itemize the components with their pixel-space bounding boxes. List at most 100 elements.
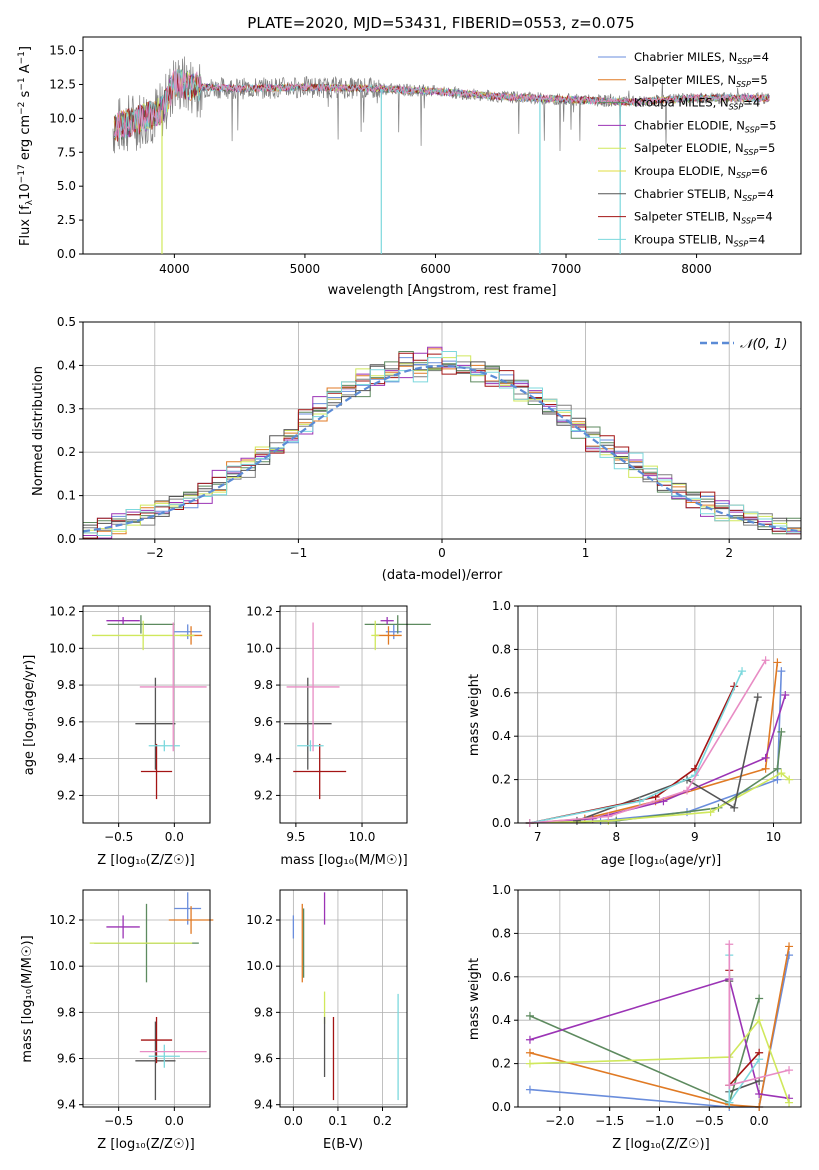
spectrum-frame xyxy=(82,36,802,255)
histogram-frame xyxy=(82,321,802,540)
age-vs-z-ylabel: age [log₁₀(age/yr)] xyxy=(22,655,37,776)
weight-marker xyxy=(785,942,794,951)
x-tick-label: −1.0 xyxy=(645,1114,674,1128)
weight-marker xyxy=(525,1035,534,1044)
legend-n: N xyxy=(727,164,736,178)
y-tick-label: 0.5 xyxy=(57,315,76,329)
x-tick-label: 8000 xyxy=(681,262,712,276)
x-tick-label: 6000 xyxy=(420,262,451,276)
x-tick-label: −2.0 xyxy=(545,1114,574,1128)
weight-series xyxy=(529,670,743,824)
y-tick-label: 9.8 xyxy=(57,1005,76,1019)
x-tick-label: 9.5 xyxy=(286,830,305,844)
weight-vs-z-ylabel: mass weight xyxy=(467,958,482,1040)
legend-count: =4 xyxy=(757,187,774,201)
spectrum-lines xyxy=(112,56,770,254)
x-tick-label: −0.5 xyxy=(104,830,133,844)
ylabel-part: Flux [f xyxy=(18,205,33,246)
weight-vs-age-plot: 7 8 9 10 0.0 0.2 0.4 0.6 0.8 1.0 xyxy=(492,599,802,844)
ylabel-part: ] xyxy=(18,46,33,51)
y-tick-label: 9.6 xyxy=(57,1052,76,1066)
x-tick-label: 0.0 xyxy=(284,1114,303,1128)
y-tick-label: 10.2 xyxy=(49,605,76,619)
mass-vs-z-plot: −0.5 0.0 9.4 9.6 9.8 10.0 10.2 xyxy=(49,889,214,1128)
spectrum-ylabel: Flux [fλ10−17 erg cm−2 s−1 A−1] xyxy=(17,46,35,246)
weight-marker xyxy=(572,816,581,825)
weight-marker xyxy=(525,1085,534,1094)
legend-n: N xyxy=(729,50,738,64)
legend-n: N xyxy=(734,187,743,201)
y-tick-label: 0.1 xyxy=(57,489,76,503)
ylabel-part: erg cm xyxy=(18,115,33,164)
y-tick-label: 10.0 xyxy=(49,959,76,973)
legend-entry: Kroupa STELIB, NSSP=4 xyxy=(634,232,765,248)
legend-entry: Salpeter MILES, NSSP=5 xyxy=(634,73,768,89)
ylabel-part: −1 xyxy=(17,51,27,64)
y-tick-label: 9.4 xyxy=(254,752,273,766)
legend-n: N xyxy=(727,73,736,87)
x-tick-label: −2 xyxy=(146,546,164,560)
weight-series xyxy=(529,662,779,824)
y-tick-label: 0.0 xyxy=(492,816,511,830)
weight-series xyxy=(529,731,783,824)
ylabel-part: −1 xyxy=(17,77,27,90)
legend-ssp: SSP xyxy=(729,103,744,112)
x-tick-label: −1 xyxy=(290,546,308,560)
weight-marker xyxy=(777,727,786,736)
x-tick-label: −0.5 xyxy=(695,1114,724,1128)
weight-marker xyxy=(785,1066,794,1075)
weight-marker xyxy=(785,951,794,960)
legend-count: =5 xyxy=(760,118,777,132)
x-tick-label: 2 xyxy=(725,546,733,560)
y-tick-label: 9.4 xyxy=(254,1098,273,1112)
weight-marker xyxy=(755,1016,764,1025)
y-tick-label: 15.0 xyxy=(49,44,76,58)
ylabel-part: λ xyxy=(25,199,35,205)
mass-vs-ebv-panel: E(B-V) xyxy=(323,1137,363,1152)
y-tick-label: 5.0 xyxy=(57,179,76,193)
legend-count: =4 xyxy=(756,210,773,224)
age-vs-z-plot: −0.5 0.0 9.2 9.4 9.6 9.8 10.0 10.2 xyxy=(49,605,211,844)
y-tick-label: 9.4 xyxy=(57,752,76,766)
weight-marker xyxy=(738,667,747,676)
legend-name: Chabrier ELODIE, xyxy=(634,118,736,132)
legend-entry: Salpeter ELODIE, NSSP=5 xyxy=(634,141,775,157)
legend-ssp: SSP xyxy=(745,125,760,134)
y-tick-label: 9.8 xyxy=(254,678,273,692)
legend-name: Chabrier STELIB, xyxy=(634,187,734,201)
y-tick-label: 1.0 xyxy=(492,883,511,897)
y-tick-label: 0.0 xyxy=(57,532,76,546)
age-vs-mass-panel: mass [log₁₀(M/M☉)] xyxy=(280,853,407,868)
weight-vs-age-xlabel: age [log₁₀(age/yr)] xyxy=(601,853,722,868)
x-tick-label: 9 xyxy=(691,830,699,844)
x-tick-label: 0.0 xyxy=(750,1114,769,1128)
y-tick-label: 0.2 xyxy=(492,773,511,787)
x-tick-label: 0.1 xyxy=(328,1114,347,1128)
x-tick-label: 0.0 xyxy=(165,1114,184,1128)
y-tick-label: 0.8 xyxy=(492,642,511,656)
legend-ssp: SSP xyxy=(742,194,757,203)
weight-marker xyxy=(755,1055,764,1064)
legend-ssp: SSP xyxy=(744,148,759,157)
y-tick-label: 0.2 xyxy=(492,1057,511,1071)
legend-count: =5 xyxy=(751,73,768,87)
weight-vs-z-plot-frame xyxy=(517,889,802,1108)
weight-marker xyxy=(730,803,739,812)
legend-ssp: SSP xyxy=(741,217,756,226)
mass-vs-ebv-xlabel: E(B-V) xyxy=(323,1137,363,1152)
spectrum-xlabel: wavelength [Angstrom, rest frame] xyxy=(328,283,557,298)
ylabel-part: −17 xyxy=(17,164,27,183)
age-vs-mass-plot-frame xyxy=(279,605,408,824)
y-tick-label: 0.6 xyxy=(492,970,511,984)
x-tick-label: 0 xyxy=(438,546,446,560)
legend-ssp: SSP xyxy=(736,80,751,89)
weight-marker xyxy=(773,658,782,667)
weight-marker xyxy=(683,786,692,795)
y-tick-label: 7.5 xyxy=(57,145,76,159)
y-tick-label: 0.0 xyxy=(57,247,76,261)
ylabel-part: −2 xyxy=(17,102,27,115)
mass-vs-ebv-plot: 0.0 0.1 0.2 9.4 9.6 9.8 10.0 10.2 xyxy=(246,889,408,1128)
y-tick-label: 10.2 xyxy=(246,605,273,619)
weight-marker xyxy=(755,1089,764,1098)
